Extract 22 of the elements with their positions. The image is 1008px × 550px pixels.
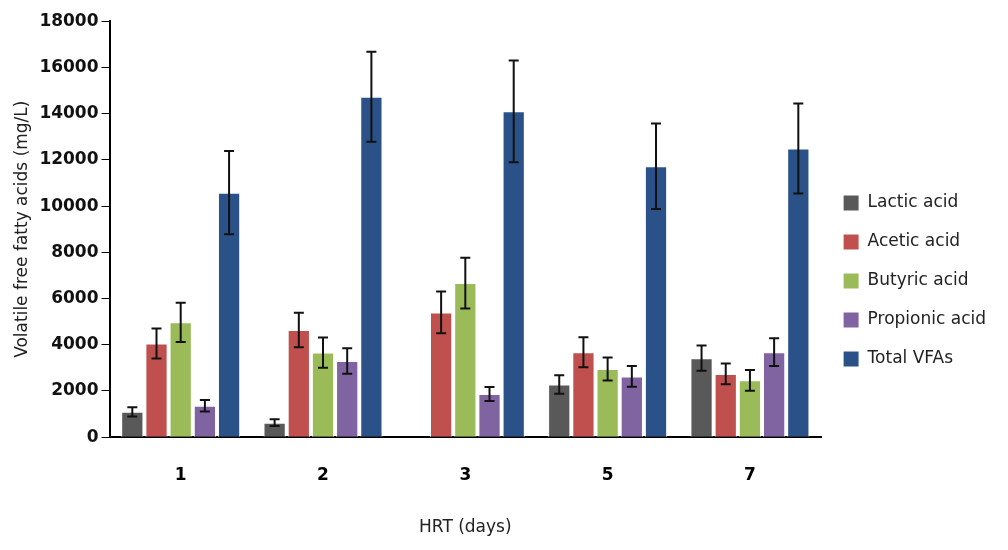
x-tick-label: 5 bbox=[601, 463, 614, 484]
y-tick-label: 14000 bbox=[39, 102, 99, 123]
legend-label: Propionic acid bbox=[867, 308, 987, 329]
legend-label: Acetic acid bbox=[867, 230, 961, 251]
legend-label: Lactic acid bbox=[867, 191, 959, 212]
y-tick-label: 8000 bbox=[51, 240, 99, 261]
y-tick-label: 6000 bbox=[51, 286, 99, 307]
x-tick-label: 7 bbox=[744, 463, 756, 484]
y-tick-label: 2000 bbox=[51, 379, 99, 400]
x-tick-label: 1 bbox=[174, 463, 187, 484]
y-tick-label: 4000 bbox=[51, 333, 99, 354]
legend-label: Total VFAs bbox=[866, 347, 954, 368]
legend-label: Butyric acid bbox=[867, 269, 969, 290]
y-tick-label: 10000 bbox=[39, 194, 99, 215]
x-axis-title: HRT (days) bbox=[419, 516, 512, 537]
x-tick-label: 3 bbox=[459, 463, 472, 484]
y-tick-label: 0 bbox=[86, 425, 99, 446]
x-tick-label: 2 bbox=[317, 463, 329, 484]
y-tick-label: 18000 bbox=[39, 9, 99, 30]
y-axis-title: Volatile free fatty acids (mg/L) bbox=[10, 100, 31, 358]
y-tick-label: 16000 bbox=[39, 55, 99, 76]
y-tick-label: 12000 bbox=[39, 148, 99, 169]
